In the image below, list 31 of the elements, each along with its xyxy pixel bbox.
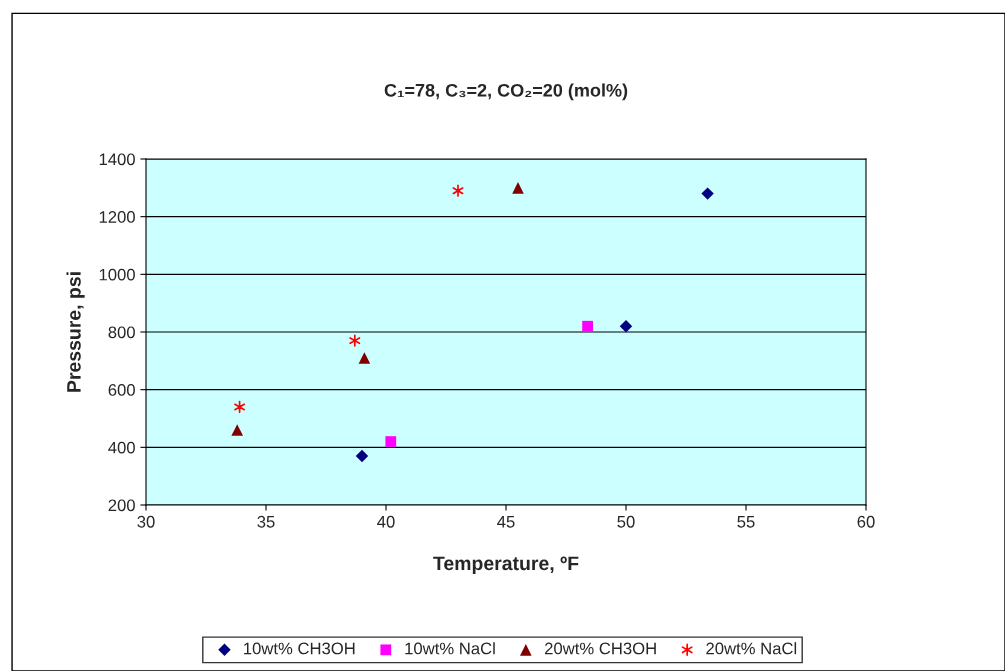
x-tick-label: 60 xyxy=(857,515,875,528)
point xyxy=(512,182,524,194)
x-tick-label: 50 xyxy=(617,515,635,528)
point xyxy=(619,320,633,333)
y-tick-label: 1000 xyxy=(99,268,135,281)
x-tick-label: 35 xyxy=(257,515,275,528)
x-tick-label: 45 xyxy=(497,516,515,528)
legend-label: 20wt% NaCl xyxy=(706,642,797,655)
x-axis-title: Temperature, ºF xyxy=(433,556,579,575)
y-tick-label: 600 xyxy=(108,384,135,396)
legend-label: 20wt% CH3OH xyxy=(545,642,656,655)
point xyxy=(231,424,244,436)
legend-label: 10wt% CH3OH xyxy=(244,642,355,655)
point xyxy=(355,449,369,463)
point xyxy=(385,436,397,447)
y-tick-label: 400 xyxy=(108,441,135,454)
point xyxy=(701,187,714,200)
y-tick-label: 1400 xyxy=(99,153,135,166)
point xyxy=(452,184,464,197)
x-tick-label: 30 xyxy=(137,515,155,528)
point xyxy=(582,320,593,332)
point xyxy=(358,352,371,364)
y-tick-label: 1200 xyxy=(99,211,135,223)
x-tick-label: 40 xyxy=(377,515,395,528)
y-axis-title: Pressure, psi xyxy=(66,272,85,392)
y-tick-label: 800 xyxy=(108,326,135,339)
y-tick-label: 200 xyxy=(108,499,135,512)
legend-label: 10wt% NaCl xyxy=(405,642,495,655)
chart-title: C₁=78, C₃=2, CO₂=20 (mol%) xyxy=(384,83,628,101)
point xyxy=(349,334,361,347)
x-tick-label: 55 xyxy=(737,516,755,528)
